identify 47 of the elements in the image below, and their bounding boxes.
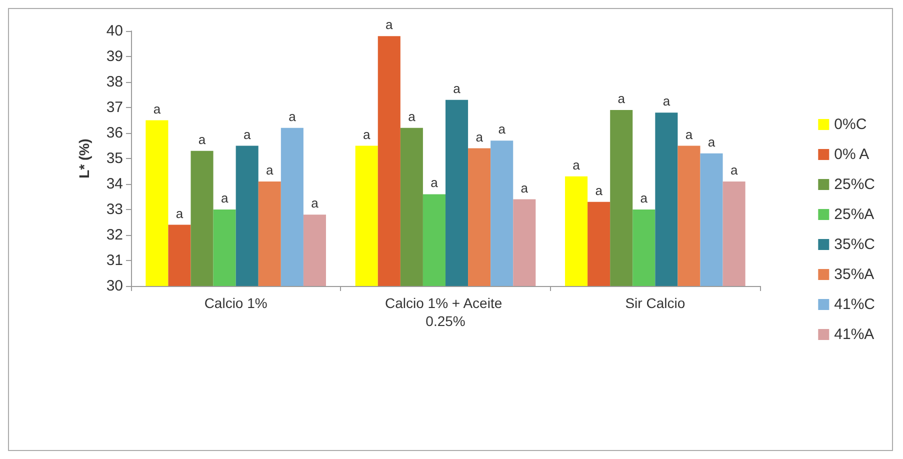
data-label: a [572,157,581,172]
y-axis-title: L* (%) [76,138,92,178]
data-label: a [408,108,416,124]
y-tick-label: 31 [106,252,123,269]
data-label: a [640,190,648,206]
data-label: a [198,132,206,147]
y-tick-label: 37 [106,99,123,116]
legend-label: 41%C [834,296,876,313]
data-label: a [662,94,671,109]
legend-label: 0%C [834,116,867,133]
data-label: a [176,206,184,221]
legend-label: 25%A [834,206,874,223]
data-label: a [453,80,462,96]
data-label: a [595,182,604,198]
data-label: a [498,122,506,137]
data-label: a [153,101,162,116]
data-label: a [430,175,439,190]
x-tick-label: Sir Calcio [625,295,686,311]
x-tick-label: Calcio 1% [204,295,268,311]
data-label: a [730,162,738,178]
data-label: a [243,126,252,142]
legend-label: 0% A [834,146,870,163]
data-label: a [386,17,394,32]
data-label: a [520,180,529,196]
y-tick-label: 33 [106,201,123,218]
legend-label: 35%C [834,236,876,253]
legend-label: 35%A [834,266,874,283]
data-label: a [311,196,320,211]
y-tick-label: 39 [106,48,123,65]
legend-label: 41%A [834,326,874,343]
data-label: a [362,126,371,142]
data-label: a [708,134,716,150]
y-tick-label: 40 [106,22,123,40]
y-tick-label: 38 [106,74,123,90]
data-label: a [685,126,694,142]
y-tick-label: 36 [106,124,123,142]
y-tick-label: 35 [106,150,123,167]
legend-label: 25%C [834,176,876,193]
y-tick-label: 32 [106,226,123,244]
data-label: a [288,108,297,124]
data-label: a [220,190,229,206]
data-label: a [266,162,274,178]
y-tick-label: 30 [106,278,123,294]
data-label: a [476,129,484,144]
data-label: a [618,91,626,106]
x-tick-label: Calcio 1% + Aceite 0.25% [384,295,506,329]
y-tick-label: 34 [106,176,123,192]
